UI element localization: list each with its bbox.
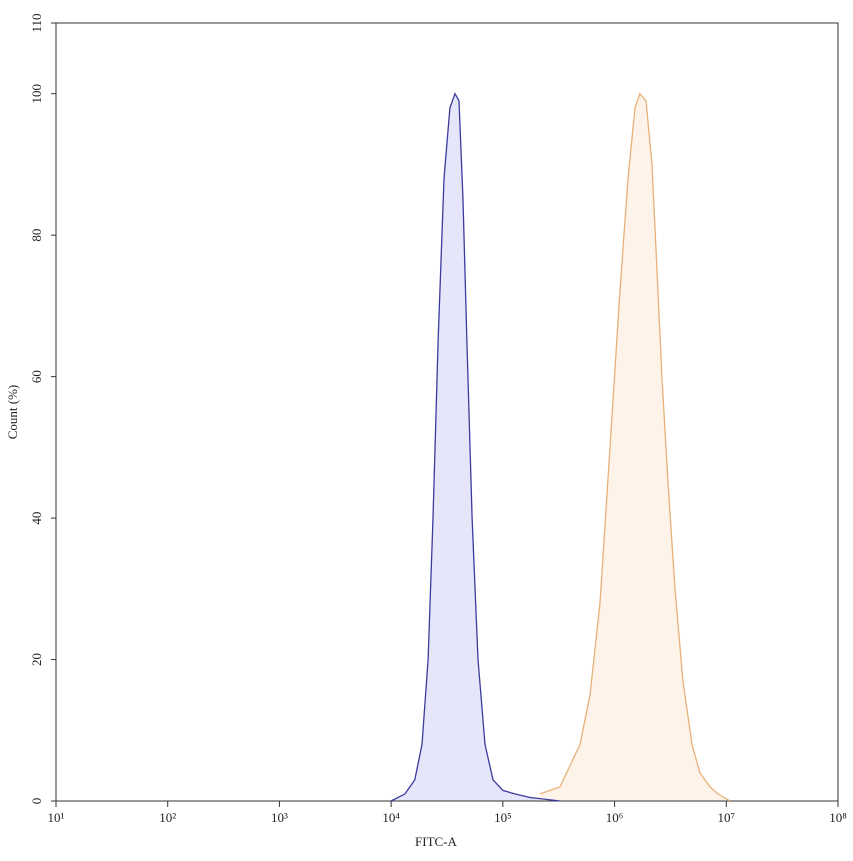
plot-frame: [55, 22, 839, 802]
area-fill: [540, 93, 730, 801]
area-line: [539, 92, 731, 802]
y-tick-label: 60: [29, 370, 44, 383]
y-tick-label: 20: [29, 653, 44, 666]
y-tick-label: 100: [29, 84, 44, 104]
y-tick-label: 110: [29, 13, 44, 32]
y-axis-label: Count (%): [5, 385, 20, 440]
x-tick-label: 10¹: [48, 810, 65, 825]
x-tick-label: 10⁶: [606, 810, 624, 825]
x-tick-label: 10³: [271, 810, 288, 825]
area-line: [390, 92, 561, 802]
area-fill: [391, 93, 560, 801]
x-tick-label: 10⁴: [382, 810, 400, 825]
x-tick-label: 10⁸: [829, 810, 847, 825]
x-tick-label: 10⁷: [718, 810, 736, 825]
y-tick-label: 40: [29, 512, 44, 525]
x-axis-label: FITC-A: [415, 834, 458, 849]
y-tick-label: 0: [29, 798, 44, 805]
x-tick-label: 10⁵: [494, 810, 512, 825]
x-tick-label: 10²: [159, 810, 176, 825]
y-tick-label: 80: [29, 229, 44, 242]
